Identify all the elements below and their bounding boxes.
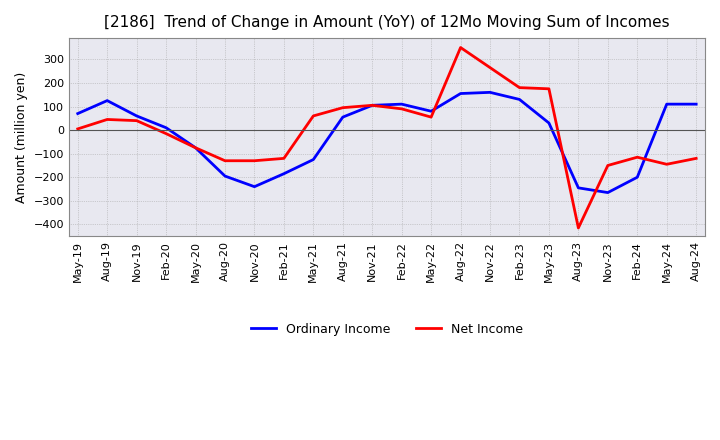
Y-axis label: Amount (million yen): Amount (million yen) xyxy=(15,72,28,203)
Net Income xyxy=(692,156,701,161)
Net Income xyxy=(662,161,671,167)
Net Income xyxy=(192,145,200,150)
Ordinary Income xyxy=(162,125,171,130)
Net Income xyxy=(574,225,582,231)
Ordinary Income xyxy=(103,98,112,103)
Ordinary Income xyxy=(662,102,671,107)
Ordinary Income xyxy=(515,97,523,102)
Net Income xyxy=(427,114,436,120)
Ordinary Income xyxy=(368,103,377,108)
Ordinary Income xyxy=(73,111,82,116)
Net Income xyxy=(132,118,141,123)
Net Income xyxy=(515,85,523,90)
Net Income xyxy=(397,106,406,111)
Net Income xyxy=(368,103,377,108)
Ordinary Income xyxy=(486,90,495,95)
Ordinary Income xyxy=(132,113,141,118)
Ordinary Income xyxy=(603,190,612,195)
Net Income xyxy=(250,158,258,163)
Net Income xyxy=(73,126,82,132)
Ordinary Income xyxy=(692,102,701,107)
Ordinary Income xyxy=(250,184,258,189)
Net Income xyxy=(486,65,495,70)
Net Income xyxy=(338,105,347,110)
Ordinary Income xyxy=(397,102,406,107)
Net Income xyxy=(279,156,288,161)
Line: Net Income: Net Income xyxy=(78,48,696,228)
Ordinary Income xyxy=(544,121,553,126)
Net Income xyxy=(103,117,112,122)
Ordinary Income xyxy=(633,175,642,180)
Ordinary Income xyxy=(220,173,229,179)
Legend: Ordinary Income, Net Income: Ordinary Income, Net Income xyxy=(246,318,528,341)
Net Income xyxy=(309,113,318,118)
Line: Ordinary Income: Ordinary Income xyxy=(78,92,696,193)
Net Income xyxy=(603,163,612,168)
Ordinary Income xyxy=(338,114,347,120)
Net Income xyxy=(633,154,642,160)
Ordinary Income xyxy=(309,157,318,162)
Ordinary Income xyxy=(427,109,436,114)
Ordinary Income xyxy=(279,171,288,176)
Net Income xyxy=(544,86,553,92)
Ordinary Income xyxy=(574,185,582,191)
Ordinary Income xyxy=(456,91,465,96)
Title: [2186]  Trend of Change in Amount (YoY) of 12Mo Moving Sum of Incomes: [2186] Trend of Change in Amount (YoY) o… xyxy=(104,15,670,30)
Ordinary Income xyxy=(192,145,200,150)
Net Income xyxy=(456,45,465,50)
Net Income xyxy=(220,158,229,163)
Net Income xyxy=(162,131,171,136)
